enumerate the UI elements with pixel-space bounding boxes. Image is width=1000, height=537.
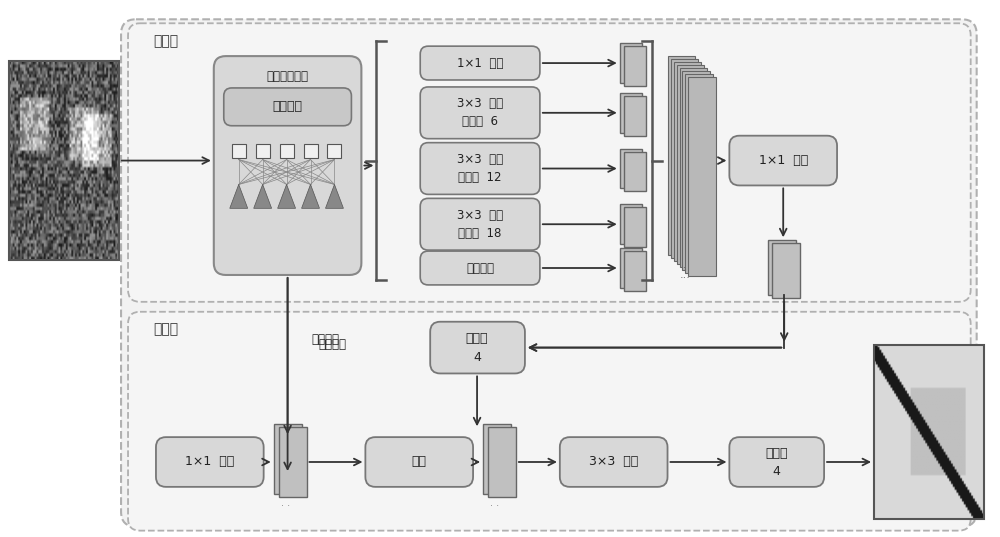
Text: 1×1  卷积: 1×1 卷积 bbox=[759, 154, 808, 167]
Polygon shape bbox=[254, 184, 272, 208]
FancyBboxPatch shape bbox=[560, 437, 668, 487]
Bar bbox=[682, 71, 710, 270]
Bar bbox=[279, 427, 307, 497]
Polygon shape bbox=[230, 184, 248, 208]
Text: 1×1  卷积: 1×1 卷积 bbox=[185, 455, 234, 468]
Text: 采样率  12: 采样率 12 bbox=[458, 171, 502, 184]
Text: 4: 4 bbox=[473, 351, 481, 364]
Bar bbox=[280, 144, 294, 157]
Text: 4: 4 bbox=[772, 466, 780, 478]
Bar bbox=[620, 43, 642, 83]
Bar bbox=[620, 149, 642, 188]
Text: · ·: · · bbox=[281, 501, 290, 511]
Text: 解码器: 解码器 bbox=[153, 323, 178, 337]
Bar bbox=[274, 424, 302, 494]
Bar bbox=[624, 151, 646, 191]
FancyBboxPatch shape bbox=[128, 312, 971, 531]
FancyBboxPatch shape bbox=[214, 56, 361, 275]
FancyBboxPatch shape bbox=[420, 143, 540, 194]
Bar bbox=[483, 424, 511, 494]
Bar bbox=[688, 77, 716, 276]
Bar bbox=[677, 65, 704, 264]
Text: · ·: · · bbox=[490, 501, 500, 511]
Bar bbox=[874, 345, 984, 519]
Text: 图像池化: 图像池化 bbox=[466, 262, 494, 274]
Text: 3×3  卷积: 3×3 卷积 bbox=[457, 153, 503, 166]
Bar bbox=[680, 68, 707, 267]
FancyBboxPatch shape bbox=[729, 437, 824, 487]
Bar bbox=[620, 93, 642, 133]
Bar bbox=[624, 96, 646, 136]
FancyBboxPatch shape bbox=[420, 251, 540, 285]
Bar bbox=[232, 144, 246, 157]
FancyBboxPatch shape bbox=[420, 46, 540, 80]
Bar bbox=[327, 144, 341, 157]
Text: ...: ... bbox=[680, 270, 691, 280]
FancyBboxPatch shape bbox=[128, 23, 971, 302]
Text: 上采样: 上采样 bbox=[765, 447, 787, 460]
FancyBboxPatch shape bbox=[729, 136, 837, 185]
Bar bbox=[671, 59, 698, 258]
Bar bbox=[620, 205, 642, 244]
Bar bbox=[256, 144, 270, 157]
Text: 深度神经网络: 深度神经网络 bbox=[267, 69, 309, 83]
FancyBboxPatch shape bbox=[365, 437, 473, 487]
Text: 3×3  卷积: 3×3 卷积 bbox=[589, 455, 638, 468]
FancyBboxPatch shape bbox=[430, 322, 525, 373]
Bar bbox=[668, 56, 695, 255]
Bar bbox=[488, 427, 516, 497]
Bar bbox=[9, 61, 119, 260]
FancyBboxPatch shape bbox=[420, 198, 540, 250]
Text: 上采样: 上采样 bbox=[466, 332, 488, 345]
Bar bbox=[674, 62, 701, 261]
FancyBboxPatch shape bbox=[224, 88, 351, 126]
Text: 空洞卷积: 空洞卷积 bbox=[273, 100, 303, 113]
Text: 连接: 连接 bbox=[412, 455, 427, 468]
Bar bbox=[624, 46, 646, 86]
Text: 底层特征: 底层特征 bbox=[318, 338, 346, 351]
Text: 1×1  卷积: 1×1 卷积 bbox=[457, 56, 503, 70]
Polygon shape bbox=[302, 184, 320, 208]
FancyBboxPatch shape bbox=[420, 87, 540, 139]
Text: 3×3  卷积: 3×3 卷积 bbox=[457, 97, 503, 111]
Polygon shape bbox=[325, 184, 343, 208]
Bar bbox=[685, 74, 713, 273]
FancyBboxPatch shape bbox=[121, 19, 977, 527]
Text: 采样率  18: 采样率 18 bbox=[458, 227, 502, 240]
Bar bbox=[624, 207, 646, 247]
Text: 编码器: 编码器 bbox=[153, 34, 178, 48]
Text: 采样率  6: 采样率 6 bbox=[462, 115, 498, 128]
Text: 底层特征: 底层特征 bbox=[311, 333, 339, 346]
Polygon shape bbox=[278, 184, 296, 208]
Bar bbox=[772, 243, 800, 298]
Bar bbox=[304, 144, 318, 157]
Text: ...: ... bbox=[680, 260, 691, 270]
Bar bbox=[624, 251, 646, 291]
Text: 3×3  卷积: 3×3 卷积 bbox=[457, 209, 503, 222]
Bar bbox=[768, 240, 796, 295]
FancyBboxPatch shape bbox=[156, 437, 264, 487]
Bar bbox=[620, 248, 642, 288]
